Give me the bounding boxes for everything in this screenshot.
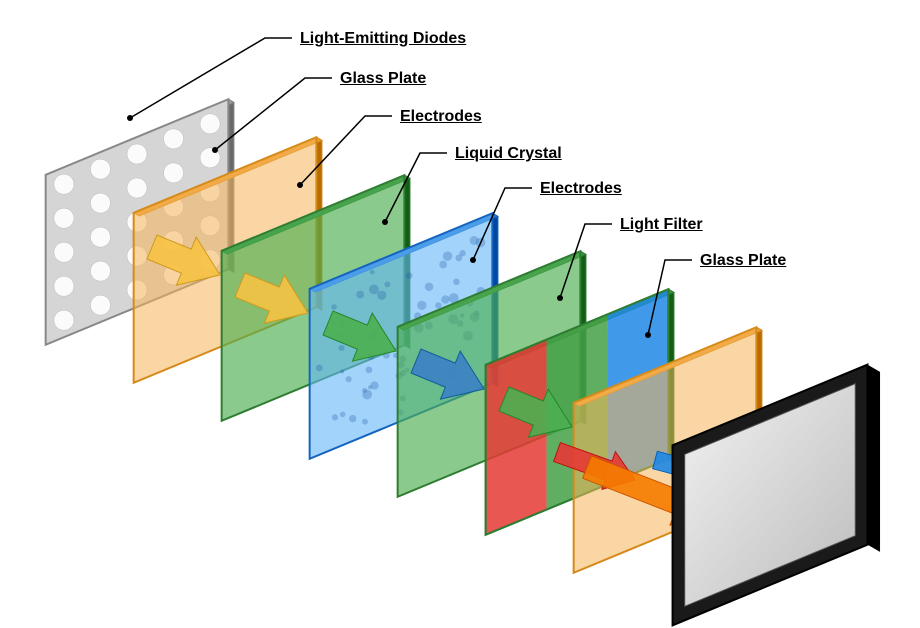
diagram-svg: [0, 0, 920, 628]
label-glass2: Glass Plate: [700, 252, 786, 270]
label-crystal: Liquid Crystal: [455, 145, 562, 163]
label-led: Light-Emitting Diodes: [300, 30, 466, 48]
label-electrode1: Electrodes: [400, 108, 482, 126]
label-glass1: Glass Plate: [340, 70, 426, 88]
lcd-exploded-diagram: Light-Emitting Diodes Glass Plate Electrod…: [0, 0, 920, 628]
label-electrode2: Electrodes: [540, 180, 622, 198]
label-filter: Light Filter: [620, 216, 703, 234]
